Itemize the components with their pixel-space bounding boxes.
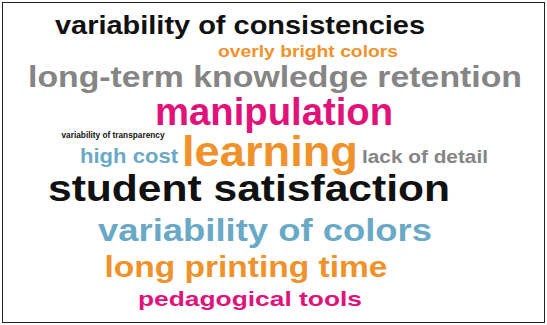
svg-text:manipulation: manipulation (155, 91, 393, 133)
svg-text:long-term knowledge retention: long-term knowledge retention (28, 60, 522, 93)
svg-text:variability of transparency: variability of transparency (62, 130, 165, 140)
svg-text:overly bright colors: overly bright colors (218, 43, 398, 60)
svg-text:learning: learning (182, 128, 346, 175)
svg-text:pedagogical tools: pedagogical tools (138, 287, 362, 310)
svg-text:variability of consistencies: variability of consistencies (55, 10, 425, 40)
svg-text:student satisfaction: student satisfaction (48, 168, 450, 209)
svg-text:lack of detail: lack of detail (362, 147, 488, 167)
svg-text:high cost: high cost (80, 144, 178, 167)
svg-text:long printing time: long printing time (105, 251, 388, 283)
svg-text:variability of colors: variability of colors (98, 213, 432, 248)
